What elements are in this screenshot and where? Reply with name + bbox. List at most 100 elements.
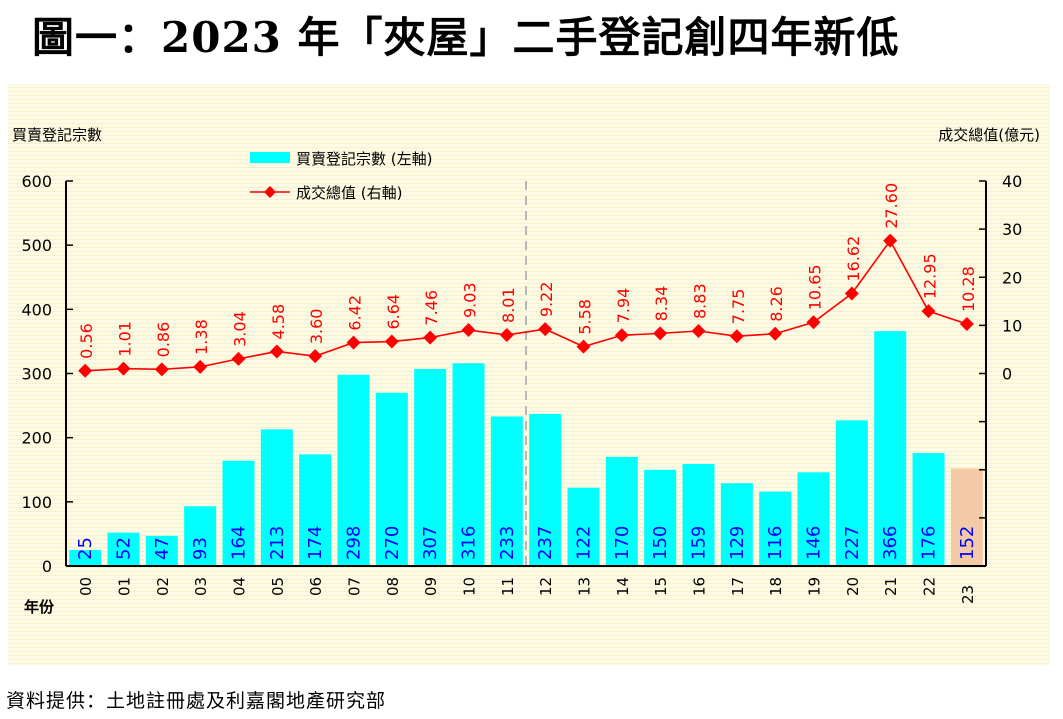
bar-19 xyxy=(797,472,830,566)
bar-11 xyxy=(490,416,523,566)
bar-02 xyxy=(145,535,178,566)
total-value-line xyxy=(85,239,968,372)
bar-01 xyxy=(107,532,140,566)
bar-14 xyxy=(605,456,638,566)
line-marker-08 xyxy=(384,334,399,349)
x-axis-tick-label-11: 11 xyxy=(499,577,517,596)
left-axis-tick-label-100: 100 xyxy=(21,493,52,512)
line-value-label-03: 1.38 xyxy=(192,319,211,355)
bar-value-label-09: 307 xyxy=(420,526,441,560)
line-value-label-11: 8.01 xyxy=(499,287,518,323)
line-marker-19 xyxy=(806,315,821,330)
left-axis-tick-label-500: 500 xyxy=(21,236,52,255)
x-axis-tick-label-20: 20 xyxy=(844,577,862,596)
legend-label-bar: 買賣登記宗數 (左軸) xyxy=(296,150,432,168)
bar-value-label-01: 52 xyxy=(114,537,135,560)
bar-value-label-17: 129 xyxy=(727,526,748,560)
right-axis-tick-label-0: 0 xyxy=(1002,365,1012,384)
bar-value-label-02: 47 xyxy=(152,537,173,560)
left-axis-tick-label-400: 400 xyxy=(21,300,52,319)
x-axis-tick-label-17: 17 xyxy=(729,577,747,596)
legend-bar-swatch xyxy=(250,152,290,163)
legend-diamond-icon xyxy=(264,186,276,198)
line-marker-04 xyxy=(231,351,246,366)
x-axis-title: 年份 xyxy=(24,598,55,616)
bar-15 xyxy=(644,469,677,566)
x-axis-tick-label-21: 21 xyxy=(882,577,900,596)
bar-22 xyxy=(912,453,945,566)
line-marker-11 xyxy=(499,327,514,342)
line-marker-12 xyxy=(538,322,553,337)
line-marker-03 xyxy=(193,359,208,374)
bar-value-label-15: 150 xyxy=(650,526,671,560)
line-value-label-05: 4.58 xyxy=(269,304,288,340)
bar-13 xyxy=(567,487,600,566)
line-marker-15 xyxy=(653,326,668,341)
x-axis-tick-label-19: 19 xyxy=(806,577,824,596)
right-axis-title: 成交總值(億元) xyxy=(938,126,1040,144)
x-axis-tick-label-09: 09 xyxy=(422,577,440,596)
line-marker-10 xyxy=(461,323,476,338)
line-marker-02 xyxy=(154,362,169,377)
bar-value-label-03: 93 xyxy=(190,537,211,560)
line-value-label-04: 3.04 xyxy=(231,311,250,347)
bar-value-label-21: 366 xyxy=(880,526,901,560)
bar-value-label-16: 159 xyxy=(689,526,710,560)
bar-value-label-13: 122 xyxy=(574,526,595,560)
x-axis-tick-label-13: 13 xyxy=(576,577,594,596)
bar-20 xyxy=(835,420,868,566)
bar-value-label-20: 227 xyxy=(842,526,863,560)
x-axis-tick-label-18: 18 xyxy=(767,577,785,596)
bar-value-label-10: 316 xyxy=(459,526,480,560)
bar-value-label-00: 25 xyxy=(75,537,96,560)
line-value-label-21: 27.60 xyxy=(882,183,901,229)
bar-03 xyxy=(184,506,217,566)
line-value-label-12: 9.22 xyxy=(537,282,556,318)
chart-title: 圖一：2023 年「夾屋」二手登記創四年新低 xyxy=(32,13,900,62)
line-marker-09 xyxy=(423,330,438,345)
bar-value-label-18: 116 xyxy=(765,526,786,560)
line-marker-13 xyxy=(576,339,591,354)
x-axis-tick-label-02: 02 xyxy=(154,577,172,596)
line-marker-16 xyxy=(691,324,706,339)
bar-04 xyxy=(222,460,255,566)
line-value-label-23: 10.28 xyxy=(959,266,978,312)
line-value-label-13: 5.58 xyxy=(576,299,595,335)
line-value-label-02: 0.86 xyxy=(154,322,173,358)
bar-09 xyxy=(414,369,447,566)
bar-value-label-04: 164 xyxy=(229,526,250,560)
line-value-label-16: 8.83 xyxy=(691,283,710,319)
left-axis-tick-label-200: 200 xyxy=(21,429,52,448)
bar-06 xyxy=(299,454,332,566)
line-value-label-00: 0.56 xyxy=(77,323,96,359)
bar-10 xyxy=(452,363,485,566)
bar-value-label-14: 170 xyxy=(612,526,633,560)
x-axis-tick-label-10: 10 xyxy=(461,577,479,596)
x-axis-tick-label-23: 23 xyxy=(959,585,977,604)
line-value-label-06: 3.60 xyxy=(307,309,326,345)
bar-00 xyxy=(69,549,102,566)
right-axis-tick-label-10: 10 xyxy=(1002,316,1022,335)
source-note: 資料提供：土地註冊處及利嘉閣地產研究部 xyxy=(6,690,387,712)
x-axis-tick-label-14: 14 xyxy=(614,577,632,596)
bar-value-label-08: 270 xyxy=(382,526,403,560)
bar-18 xyxy=(759,491,792,566)
bar-value-label-05: 213 xyxy=(267,526,288,560)
line-value-label-19: 10.65 xyxy=(806,264,825,310)
x-axis-tick-label-08: 08 xyxy=(384,577,402,596)
x-axis-tick-label-12: 12 xyxy=(537,577,555,596)
line-value-label-18: 8.26 xyxy=(767,286,786,322)
line-marker-18 xyxy=(768,326,783,341)
x-axis-tick-label-15: 15 xyxy=(652,577,670,596)
bar-16 xyxy=(682,463,715,566)
line-marker-14 xyxy=(614,328,629,343)
bar-value-label-12: 237 xyxy=(535,526,556,560)
left-axis-tick-label-600: 600 xyxy=(21,172,52,191)
legend-label-line: 成交總值 (右軸) xyxy=(296,184,402,202)
line-value-label-15: 8.34 xyxy=(652,286,671,322)
x-axis-tick-label-06: 06 xyxy=(307,577,325,596)
bar-17 xyxy=(720,483,753,566)
x-axis-tick-label-22: 22 xyxy=(921,577,939,596)
line-marker-01 xyxy=(116,361,131,376)
